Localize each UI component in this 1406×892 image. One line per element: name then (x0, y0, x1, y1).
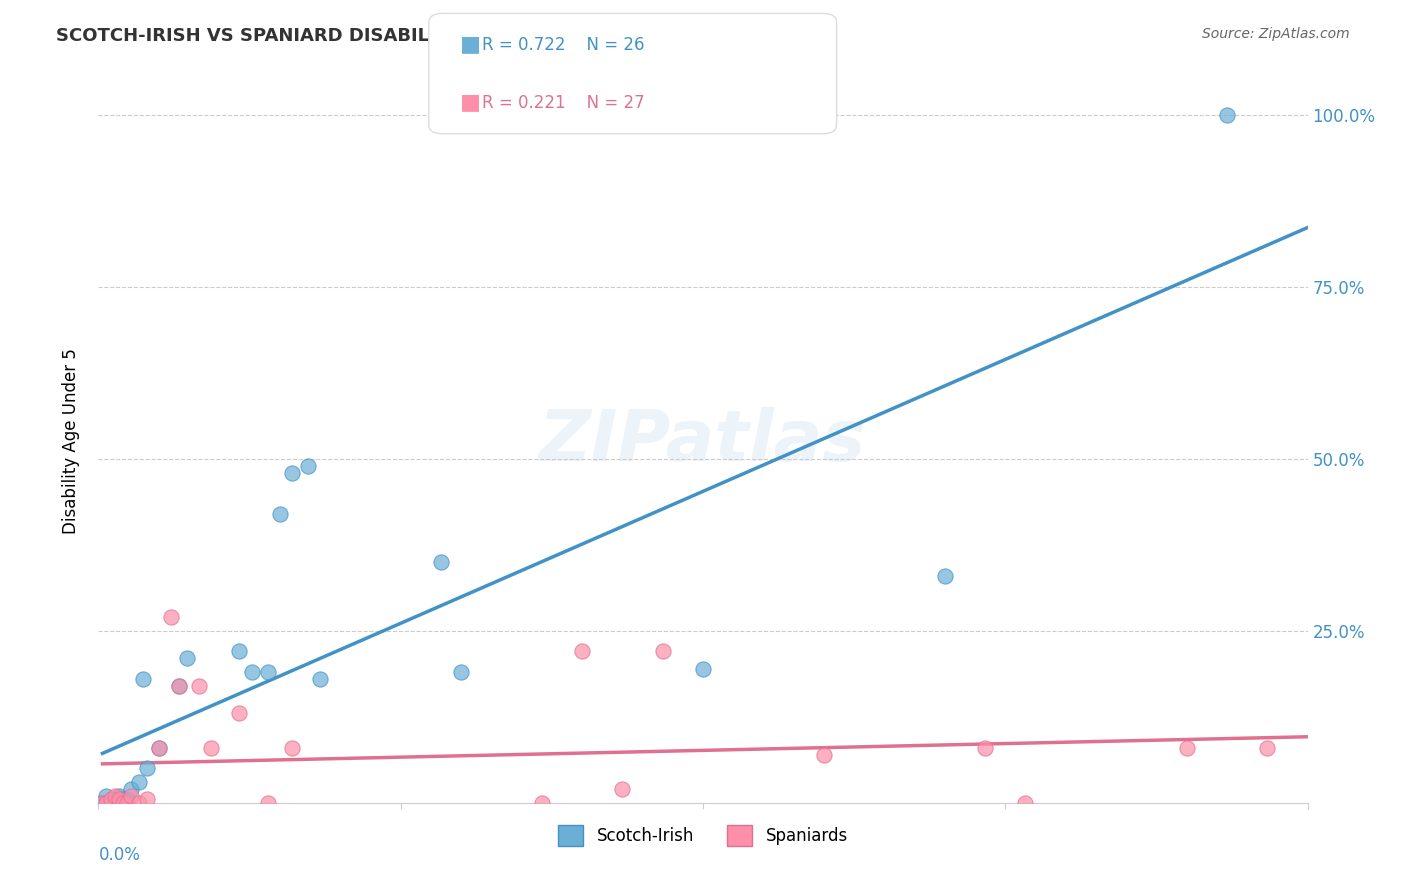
Point (1175, 740, 1198, 755)
Point (309, 672, 332, 686)
Text: 0.0%: 0.0% (98, 847, 141, 864)
Point (91, 796, 114, 810)
Point (281, 740, 304, 755)
Point (107, 789, 129, 803)
Point (120, 782, 142, 797)
Text: ■: ■ (460, 35, 481, 54)
Point (651, 644, 673, 658)
Point (111, 792, 134, 806)
Point (96, 789, 118, 803)
Text: ■: ■ (460, 93, 481, 112)
Point (240, 665, 263, 679)
Point (1014, 796, 1036, 810)
Point (1256, 740, 1278, 755)
Point (1216, 108, 1239, 122)
Point (974, 740, 997, 755)
Point (91, 796, 114, 810)
Point (281, 466, 304, 480)
Point (148, 740, 170, 755)
Point (934, 568, 956, 582)
Point (135, 761, 157, 775)
Point (430, 555, 453, 569)
Text: R = 0.722    N = 26: R = 0.722 N = 26 (482, 36, 645, 54)
Point (692, 662, 714, 676)
Point (103, 789, 125, 803)
Point (167, 679, 190, 693)
Point (571, 644, 593, 658)
Point (148, 740, 170, 755)
Point (450, 665, 472, 679)
Text: SCOTCH-IRISH VS SPANIARD DISABILITY AGE UNDER 5 CORRELATION CHART: SCOTCH-IRISH VS SPANIARD DISABILITY AGE … (56, 27, 825, 45)
Text: R = 0.221    N = 27: R = 0.221 N = 27 (482, 94, 645, 112)
Point (115, 792, 138, 806)
Text: ZIPatlas: ZIPatlas (540, 407, 866, 476)
Point (188, 679, 211, 693)
Point (111, 796, 134, 810)
Point (160, 610, 183, 624)
Point (132, 672, 155, 686)
Point (269, 507, 291, 521)
Point (813, 747, 835, 762)
Point (128, 775, 150, 789)
Legend: Scotch-Irish, Spaniards: Scotch-Irish, Spaniards (551, 819, 855, 852)
Point (530, 796, 553, 810)
Point (176, 651, 198, 665)
Point (103, 792, 125, 806)
Point (297, 458, 319, 473)
Y-axis label: Disability Age Under 5: Disability Age Under 5 (62, 349, 80, 534)
Point (228, 644, 250, 658)
Point (167, 679, 190, 693)
Point (612, 782, 634, 797)
Point (107, 792, 129, 806)
Point (115, 796, 138, 810)
Text: Source: ZipAtlas.com: Source: ZipAtlas.com (1202, 27, 1350, 41)
Point (128, 796, 150, 810)
Point (96, 796, 118, 810)
Point (135, 792, 157, 806)
Point (228, 706, 250, 721)
Point (256, 796, 278, 810)
Point (256, 665, 278, 679)
Point (100, 792, 122, 806)
Point (100, 796, 122, 810)
Point (120, 789, 142, 803)
Point (200, 740, 222, 755)
